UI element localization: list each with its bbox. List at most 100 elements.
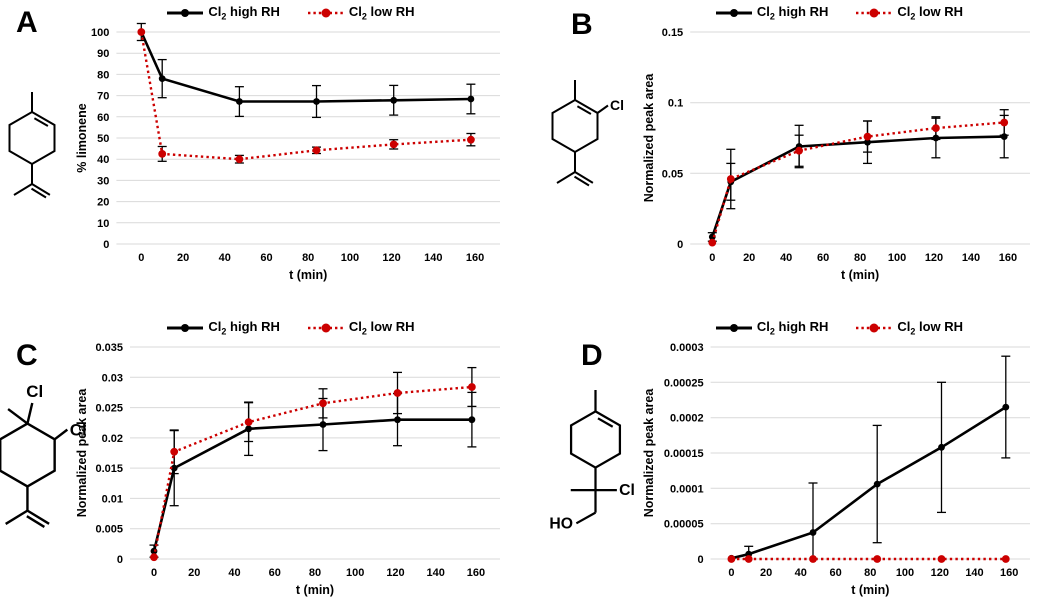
- dotted-line-marker-icon: [856, 8, 893, 18]
- chart-plot-d: 0 0.00005 0.0001 0.00015 0.0002 0.00025 0.0003…: [642, 342, 1030, 597]
- dotted-line-marker-icon: [856, 323, 893, 333]
- axis-titles: t (min) Normalized peak area: [642, 73, 879, 282]
- axis-titles: t (min) Normalized peak area: [75, 388, 334, 597]
- svg-text:40: 40: [228, 567, 240, 579]
- panel-a-letter: A: [16, 6, 38, 39]
- svg-text:0.025: 0.025: [95, 403, 123, 415]
- legend-c: Cl2 high RH Cl2 low RH: [70, 317, 512, 339]
- chlorine-bond-2: [53, 428, 69, 441]
- series-low-rh: [708, 109, 1009, 247]
- svg-text:10: 10: [97, 218, 109, 230]
- svg-text:60: 60: [97, 112, 109, 124]
- svg-text:40: 40: [795, 567, 807, 579]
- svg-text:0: 0: [677, 239, 683, 251]
- isopropenyl-methyl-bond: [556, 171, 576, 184]
- panel-c-letter: C: [16, 339, 38, 372]
- legend-label-high-rh: Cl2 high RH: [756, 4, 829, 22]
- panel-b-letter: B: [571, 8, 593, 41]
- dotted-line-marker-icon: [307, 323, 344, 333]
- axis-titles: t (min) % limonene: [75, 103, 327, 282]
- svg-text:0: 0: [728, 567, 734, 579]
- chlorine-bond-1: [26, 402, 34, 424]
- svg-text:t (min): t (min): [296, 583, 334, 597]
- solid-line-marker-icon: [167, 324, 204, 332]
- svg-text:20: 20: [743, 252, 755, 264]
- legend-label-high-rh: Cl2 high RH: [208, 319, 280, 337]
- svg-text:100: 100: [341, 252, 359, 264]
- structure-limonene-dichloride: Cl Cl: [0, 382, 87, 528]
- xticks: 0 20 40 60 80 100 120 140 160: [151, 567, 485, 579]
- svg-text:120: 120: [925, 252, 943, 264]
- svg-text:40: 40: [219, 252, 231, 264]
- svg-text:80: 80: [309, 567, 321, 579]
- exocyclic-double-bond-2: [26, 515, 46, 528]
- panel-d-letter: D: [581, 339, 603, 372]
- svg-text:100: 100: [896, 567, 914, 579]
- ring-bond: [551, 98, 599, 154]
- ring-double-bond: [576, 105, 592, 115]
- gridlines-and-yticks: 0 0.005 0.01 0.015 0.02 0.025 0.03 0.035: [95, 342, 500, 566]
- svg-text:80: 80: [97, 69, 109, 81]
- legend-item-high-rh: Cl2 high RH: [167, 4, 280, 22]
- exocyclic-double-bond: [31, 183, 51, 196]
- svg-text:Normalized peak area: Normalized peak area: [642, 388, 656, 518]
- svg-text:0.03: 0.03: [102, 372, 123, 384]
- svg-text:140: 140: [965, 567, 983, 579]
- svg-text:160: 160: [1000, 567, 1018, 579]
- structure-limonene: [8, 92, 56, 199]
- svg-text:Normalized peak area: Normalized peak area: [75, 388, 89, 518]
- svg-text:0: 0: [709, 252, 715, 264]
- svg-text:t (min): t (min): [851, 583, 889, 597]
- svg-text:t (min): t (min): [841, 268, 879, 282]
- ring-double-bond: [597, 417, 614, 428]
- svg-text:0: 0: [138, 252, 144, 264]
- chlorine-bond: [596, 104, 609, 114]
- legend-item-low-rh: Cl2 low RH: [307, 4, 415, 22]
- legend-item-high-rh: Cl2 high RH: [715, 319, 829, 337]
- svg-text:0.015: 0.015: [95, 463, 123, 475]
- hydroxyl-label: HO: [549, 515, 573, 532]
- svg-text:160: 160: [467, 567, 485, 579]
- chart-plot-b: 0 0.05 0.1 0.15 0 20 40 60 80 100 120 140 160 t (min)…: [642, 27, 1030, 282]
- solid-line-marker-icon: [167, 9, 204, 17]
- svg-text:140: 140: [962, 252, 980, 264]
- svg-text:t (min): t (min): [289, 268, 327, 282]
- svg-text:80: 80: [864, 567, 876, 579]
- legend-label-low-rh: Cl2 low RH: [897, 319, 964, 337]
- axis-titles: t (min) Normalized peak area: [642, 388, 889, 597]
- panel-d: D Cl HO Cl2 high RH: [525, 301, 1050, 602]
- series-low-rh: [137, 28, 476, 164]
- svg-text:30: 30: [97, 175, 109, 187]
- chart-a: Cl2 high RH Cl2 low RH 0 10 20 30 40 50 60 70 80…: [70, 2, 512, 288]
- svg-text:60: 60: [829, 567, 841, 579]
- ring-bond: [569, 410, 622, 469]
- legend-item-low-rh: Cl2 low RH: [856, 4, 963, 22]
- svg-text:20: 20: [97, 197, 109, 209]
- svg-text:0.15: 0.15: [662, 27, 683, 39]
- chlorine-label: Cl: [619, 482, 635, 499]
- xticks: 0 20 40 60 80 100 120 140 160: [138, 252, 484, 264]
- gridlines-and-yticks: 0 0.05 0.1 0.15: [662, 27, 1030, 251]
- svg-text:20: 20: [177, 252, 189, 264]
- chart-d: Cl2 high RH Cl2 low RH 0 0.00005 0.0001 0.0…: [637, 317, 1042, 602]
- hydroxyl-bond: [575, 511, 597, 525]
- svg-text:160: 160: [466, 252, 484, 264]
- series-high-rh: [149, 391, 477, 558]
- exocyclic-double-bond: [574, 171, 594, 184]
- methyl-bond: [7, 408, 29, 425]
- panel-b: B Cl Cl2 high RH: [525, 0, 1050, 301]
- series-high-rh: [136, 22, 476, 119]
- svg-text:0: 0: [117, 554, 123, 566]
- svg-text:0.01: 0.01: [102, 493, 123, 505]
- svg-text:0.00025: 0.00025: [664, 377, 704, 389]
- svg-text:0.0003: 0.0003: [670, 342, 704, 354]
- svg-text:40: 40: [97, 154, 109, 166]
- svg-text:0.00015: 0.00015: [664, 448, 704, 460]
- solid-line-marker-icon: [715, 9, 752, 17]
- legend-a: Cl2 high RH Cl2 low RH: [70, 2, 512, 24]
- chlorine-label-2: Cl: [70, 421, 87, 440]
- legend-label-high-rh: Cl2 high RH: [756, 319, 829, 337]
- svg-text:140: 140: [427, 567, 445, 579]
- svg-text:% limonene: % limonene: [75, 103, 89, 173]
